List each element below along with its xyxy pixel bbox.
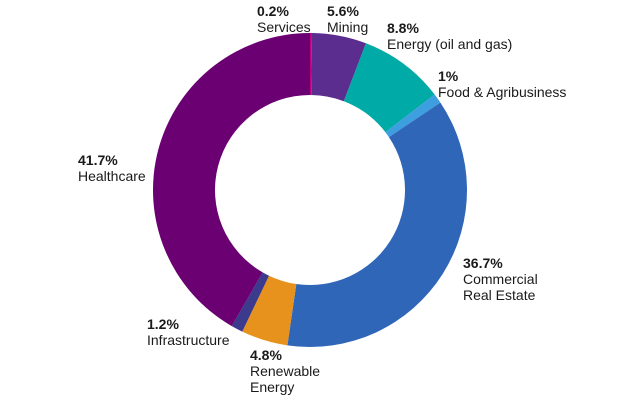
category-label: Renewable Energy	[250, 363, 321, 395]
donut-segment	[311, 33, 366, 102]
segment-label: 5.6% Mining	[327, 3, 387, 35]
category-label: Infrastructure	[147, 332, 230, 348]
category-label: Commercial Real Estate	[463, 271, 538, 303]
segment-label: 4.8% Renewable Energy	[250, 347, 330, 395]
value-label: 41.7%	[78, 152, 118, 168]
category-label: Food & Agribusiness	[438, 84, 567, 100]
segment-label: 1% Food & Agribusiness	[438, 68, 578, 100]
segment-label: 41.7% Healthcare	[78, 152, 168, 184]
value-label: 4.8%	[250, 347, 282, 363]
segment-label: 1.2% Infrastructure	[147, 316, 247, 348]
value-label: 8.8%	[387, 20, 419, 36]
category-label: Healthcare	[78, 168, 146, 184]
value-label: 1%	[438, 68, 459, 84]
donut-segment	[385, 94, 441, 138]
value-label: 0.2%	[257, 3, 289, 19]
category-label: Services	[257, 19, 311, 35]
segment-label: 8.8% Energy (oil and gas)	[387, 20, 527, 52]
donut-segment	[343, 43, 435, 133]
value-label: 1.2%	[147, 316, 179, 332]
value-label: 5.6%	[327, 3, 359, 19]
segment-label: 36.7% Commercial Real Estate	[463, 255, 553, 303]
donut-segment	[310, 33, 312, 96]
value-label: 36.7%	[463, 255, 503, 271]
donut-segment	[153, 33, 310, 327]
donut-segment	[242, 275, 297, 346]
segment-label: 0.2% Services	[257, 3, 317, 35]
category-label: Energy (oil and gas)	[387, 36, 513, 52]
donut-segment	[287, 102, 467, 347]
category-label: Mining	[327, 19, 369, 35]
donut-segment	[231, 272, 270, 332]
